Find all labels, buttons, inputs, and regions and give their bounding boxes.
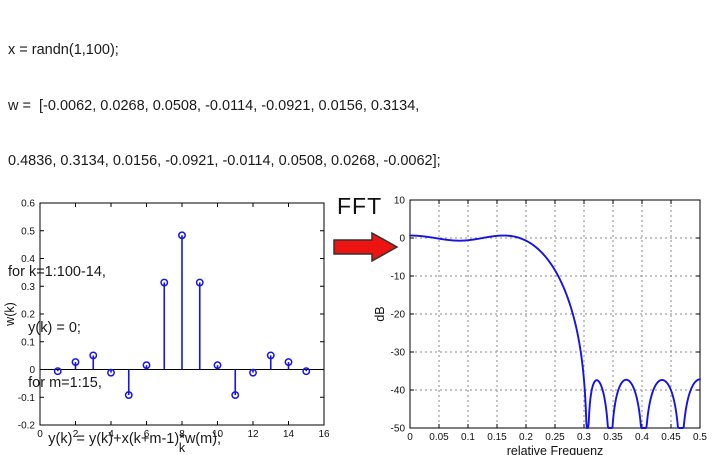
y-tick-label: 0.4 — [21, 254, 35, 265]
y-tick-label: 0 — [399, 234, 405, 245]
x-tick-label: 2 — [73, 429, 79, 440]
code-line: 0.4836, 0.3134, 0.0156, -0.0921, -0.0114… — [8, 153, 441, 169]
x-tick-label: 8 — [179, 429, 185, 440]
stem-marker — [302, 367, 311, 376]
x-tick-label: 0.45 — [661, 432, 681, 443]
x-tick-label: 0.5 — [693, 432, 707, 443]
x-tick-label: 0 — [37, 429, 43, 440]
stem-series — [53, 231, 311, 400]
x-tick-label: 0.3 — [577, 432, 591, 443]
stem-marker — [249, 368, 257, 377]
y-axis-label: w(k) — [3, 302, 17, 327]
x-tick-label: 0.2 — [519, 432, 533, 443]
x-tick-label: 4 — [108, 429, 114, 440]
fft-label: FFT — [337, 193, 383, 219]
x-axis-label: relative Frequenz — [507, 444, 604, 455]
code-line: y(k) = y(k)+x(k+m-1)*w(m); — [8, 430, 222, 447]
x-tick-label: 0 — [407, 432, 413, 443]
y-tick-label: -0.2 — [18, 421, 36, 432]
stem-marker — [213, 361, 222, 370]
arrow-right-shape — [333, 231, 399, 263]
y-tick-label: 10 — [394, 196, 406, 207]
x-tick-label: 10 — [212, 429, 224, 440]
response-curve — [409, 234, 701, 429]
x-tick-label: 14 — [283, 429, 295, 440]
y-tick-label: 0.5 — [21, 226, 35, 237]
y-tick-label: -40 — [391, 386, 406, 397]
stem-marker — [71, 358, 80, 367]
matlab-code-block: x = randn(1,100); w = [-0.0062, 0.0268, … — [8, 4, 441, 455]
x-axis-label: k — [179, 441, 186, 455]
x-tick-label: 0.05 — [429, 432, 449, 443]
x-tick-label: 16 — [318, 429, 330, 440]
y-axis-label: dB — [373, 306, 387, 321]
y-tick-label: -50 — [391, 424, 406, 435]
y-tick-label: 0.3 — [21, 282, 35, 293]
y-tick-label: -0.1 — [18, 393, 36, 404]
y-tick-label: 0.2 — [21, 310, 35, 321]
x-tick-label: 0.15 — [487, 432, 507, 443]
stem-marker — [142, 361, 151, 370]
stem-marker — [124, 391, 133, 400]
y-tick-label: 0.1 — [21, 337, 35, 348]
stem-marker — [53, 367, 62, 376]
x-tick-label: 0.4 — [635, 432, 649, 443]
y-tick-label: -10 — [391, 272, 406, 283]
fft-arrow-icon — [333, 231, 399, 263]
stem-marker — [231, 391, 240, 400]
y-tick-label: 0 — [29, 365, 35, 376]
code-line: w = [-0.0062, 0.0268, 0.0508, -0.0114, -… — [8, 97, 420, 114]
x-tick-label: 12 — [247, 429, 259, 440]
x-tick-label: 0.1 — [461, 432, 475, 443]
stem-marker — [266, 351, 275, 360]
x-tick-label: 0.35 — [603, 432, 623, 443]
y-tick-label: -30 — [391, 348, 406, 359]
code-line: for m=1:15, — [8, 375, 102, 391]
x-tick-label: 0.25 — [545, 432, 565, 443]
code-line: x = randn(1,100); — [8, 42, 119, 58]
stem-marker — [160, 278, 169, 287]
stem-marker — [178, 231, 186, 240]
y-tick-label: -20 — [391, 310, 406, 321]
x-tick-label: 6 — [144, 429, 150, 440]
stem-marker — [107, 368, 115, 377]
stem-marker — [284, 358, 293, 367]
y-tick-label: 0.6 — [21, 199, 35, 210]
code-line: for k=1:100-14, — [8, 264, 106, 280]
stem-marker — [89, 351, 98, 360]
stem-marker — [195, 278, 204, 287]
